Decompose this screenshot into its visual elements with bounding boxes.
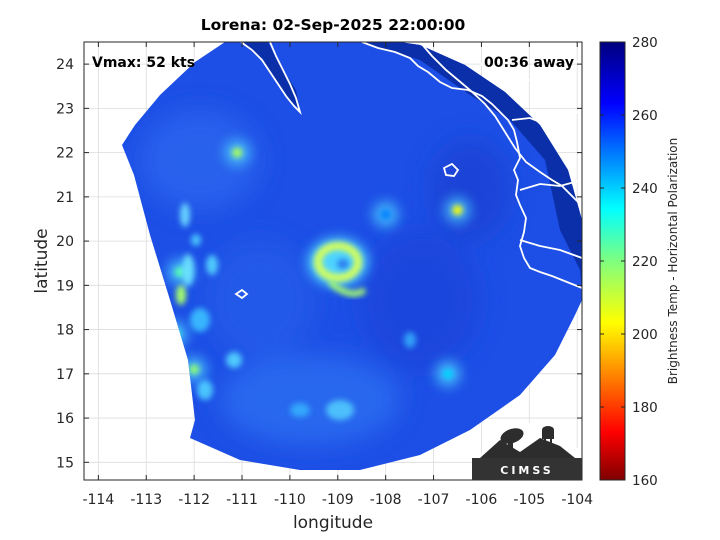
isla-socorro <box>234 288 249 300</box>
islas-marias <box>442 162 460 177</box>
water-tower-icon <box>542 426 554 454</box>
logo-text: CIMSS <box>500 464 553 477</box>
y-tick-label: 23 <box>56 101 74 117</box>
x-tick-label: -109 <box>322 492 354 508</box>
x-tick-label: -105 <box>513 492 545 508</box>
colorbar-tick-label: 200 <box>632 327 658 343</box>
y-tick-label: 20 <box>56 234 74 250</box>
vmax-annotation: Vmax: 52 kts <box>92 55 195 71</box>
x-tick-label: -106 <box>466 492 498 508</box>
colorbar: 160 180 200 220 240 260 280 Brightness Temp - … <box>599 35 680 489</box>
state-border-1 <box>469 42 582 85</box>
x-axis-label: longitude <box>293 513 373 533</box>
x-tick-label: -111 <box>226 492 258 508</box>
mainland-coastline <box>361 42 582 289</box>
cold-feature-core <box>232 147 243 158</box>
state-border-3 <box>519 179 582 191</box>
cold-feature-halo <box>161 321 188 347</box>
y-tick-label: 24 <box>56 57 74 73</box>
y-tick-label: 22 <box>56 146 74 162</box>
y-tick-label: 16 <box>56 411 74 427</box>
coastlines <box>234 42 582 300</box>
plot-frame <box>83 41 583 481</box>
y-tick-label: 19 <box>56 278 74 294</box>
colorbar-label: Brightness Temp - Horizontal Polarizatio… <box>666 138 680 385</box>
cold-feature-core <box>189 364 200 375</box>
y-tick-label: 15 <box>56 455 74 471</box>
colorbar-fill <box>599 41 626 481</box>
cold-feature-core <box>380 209 391 220</box>
x-tick-label: -110 <box>274 492 306 508</box>
swath-texture <box>140 110 510 445</box>
cold-feature-core <box>169 329 180 339</box>
y-tick-label: 17 <box>56 367 74 383</box>
colorbar-tick-label: 180 <box>632 400 658 416</box>
colorbar-tick-label: 240 <box>632 181 658 197</box>
colorbar-tick-label: 220 <box>632 254 658 270</box>
rain-bands <box>176 203 416 420</box>
storm-eyewall <box>308 238 368 297</box>
y-tick-label: 21 <box>56 190 74 206</box>
x-tick-label: -107 <box>418 492 450 508</box>
state-border-4 <box>519 239 582 259</box>
satellite-dish-icon <box>500 428 524 456</box>
colorbar-tick-label: 280 <box>632 35 658 51</box>
x-tick-label: -112 <box>178 492 210 508</box>
colorbar-tick-label: 160 <box>632 473 658 489</box>
x-tick-label: -113 <box>130 492 162 508</box>
y-tick-label: 18 <box>56 323 74 339</box>
state-border-2 <box>511 109 582 127</box>
colorbar-ticks: 160 180 200 220 240 260 280 <box>600 35 658 489</box>
chart-title: Lorena: 02-Sep-2025 22:00:00 <box>201 16 466 34</box>
colorbar-tick-label: 260 <box>632 108 658 124</box>
cimss-logo: CIMSS <box>472 422 582 480</box>
y-axis-label: latitude <box>32 228 52 293</box>
cold-feature-core <box>452 205 463 216</box>
brightness-temp-swath <box>122 42 582 470</box>
x-tick-label: -108 <box>370 492 402 508</box>
time-away-annotation: 00:36 away <box>484 55 574 71</box>
cold-feature-core <box>442 368 453 379</box>
x-axis-ticks: -114 -113 -112 -111 -110 -109 -108 -107 -106 -105… <box>82 42 593 508</box>
x-tick-label: -104 <box>561 492 593 508</box>
x-tick-label: -114 <box>82 492 114 508</box>
y-axis-ticks: 15 16 17 18 19 20 21 22 23 24 <box>56 57 582 471</box>
mainland-coastline-detail <box>419 42 582 207</box>
baja-coastline <box>240 42 302 116</box>
